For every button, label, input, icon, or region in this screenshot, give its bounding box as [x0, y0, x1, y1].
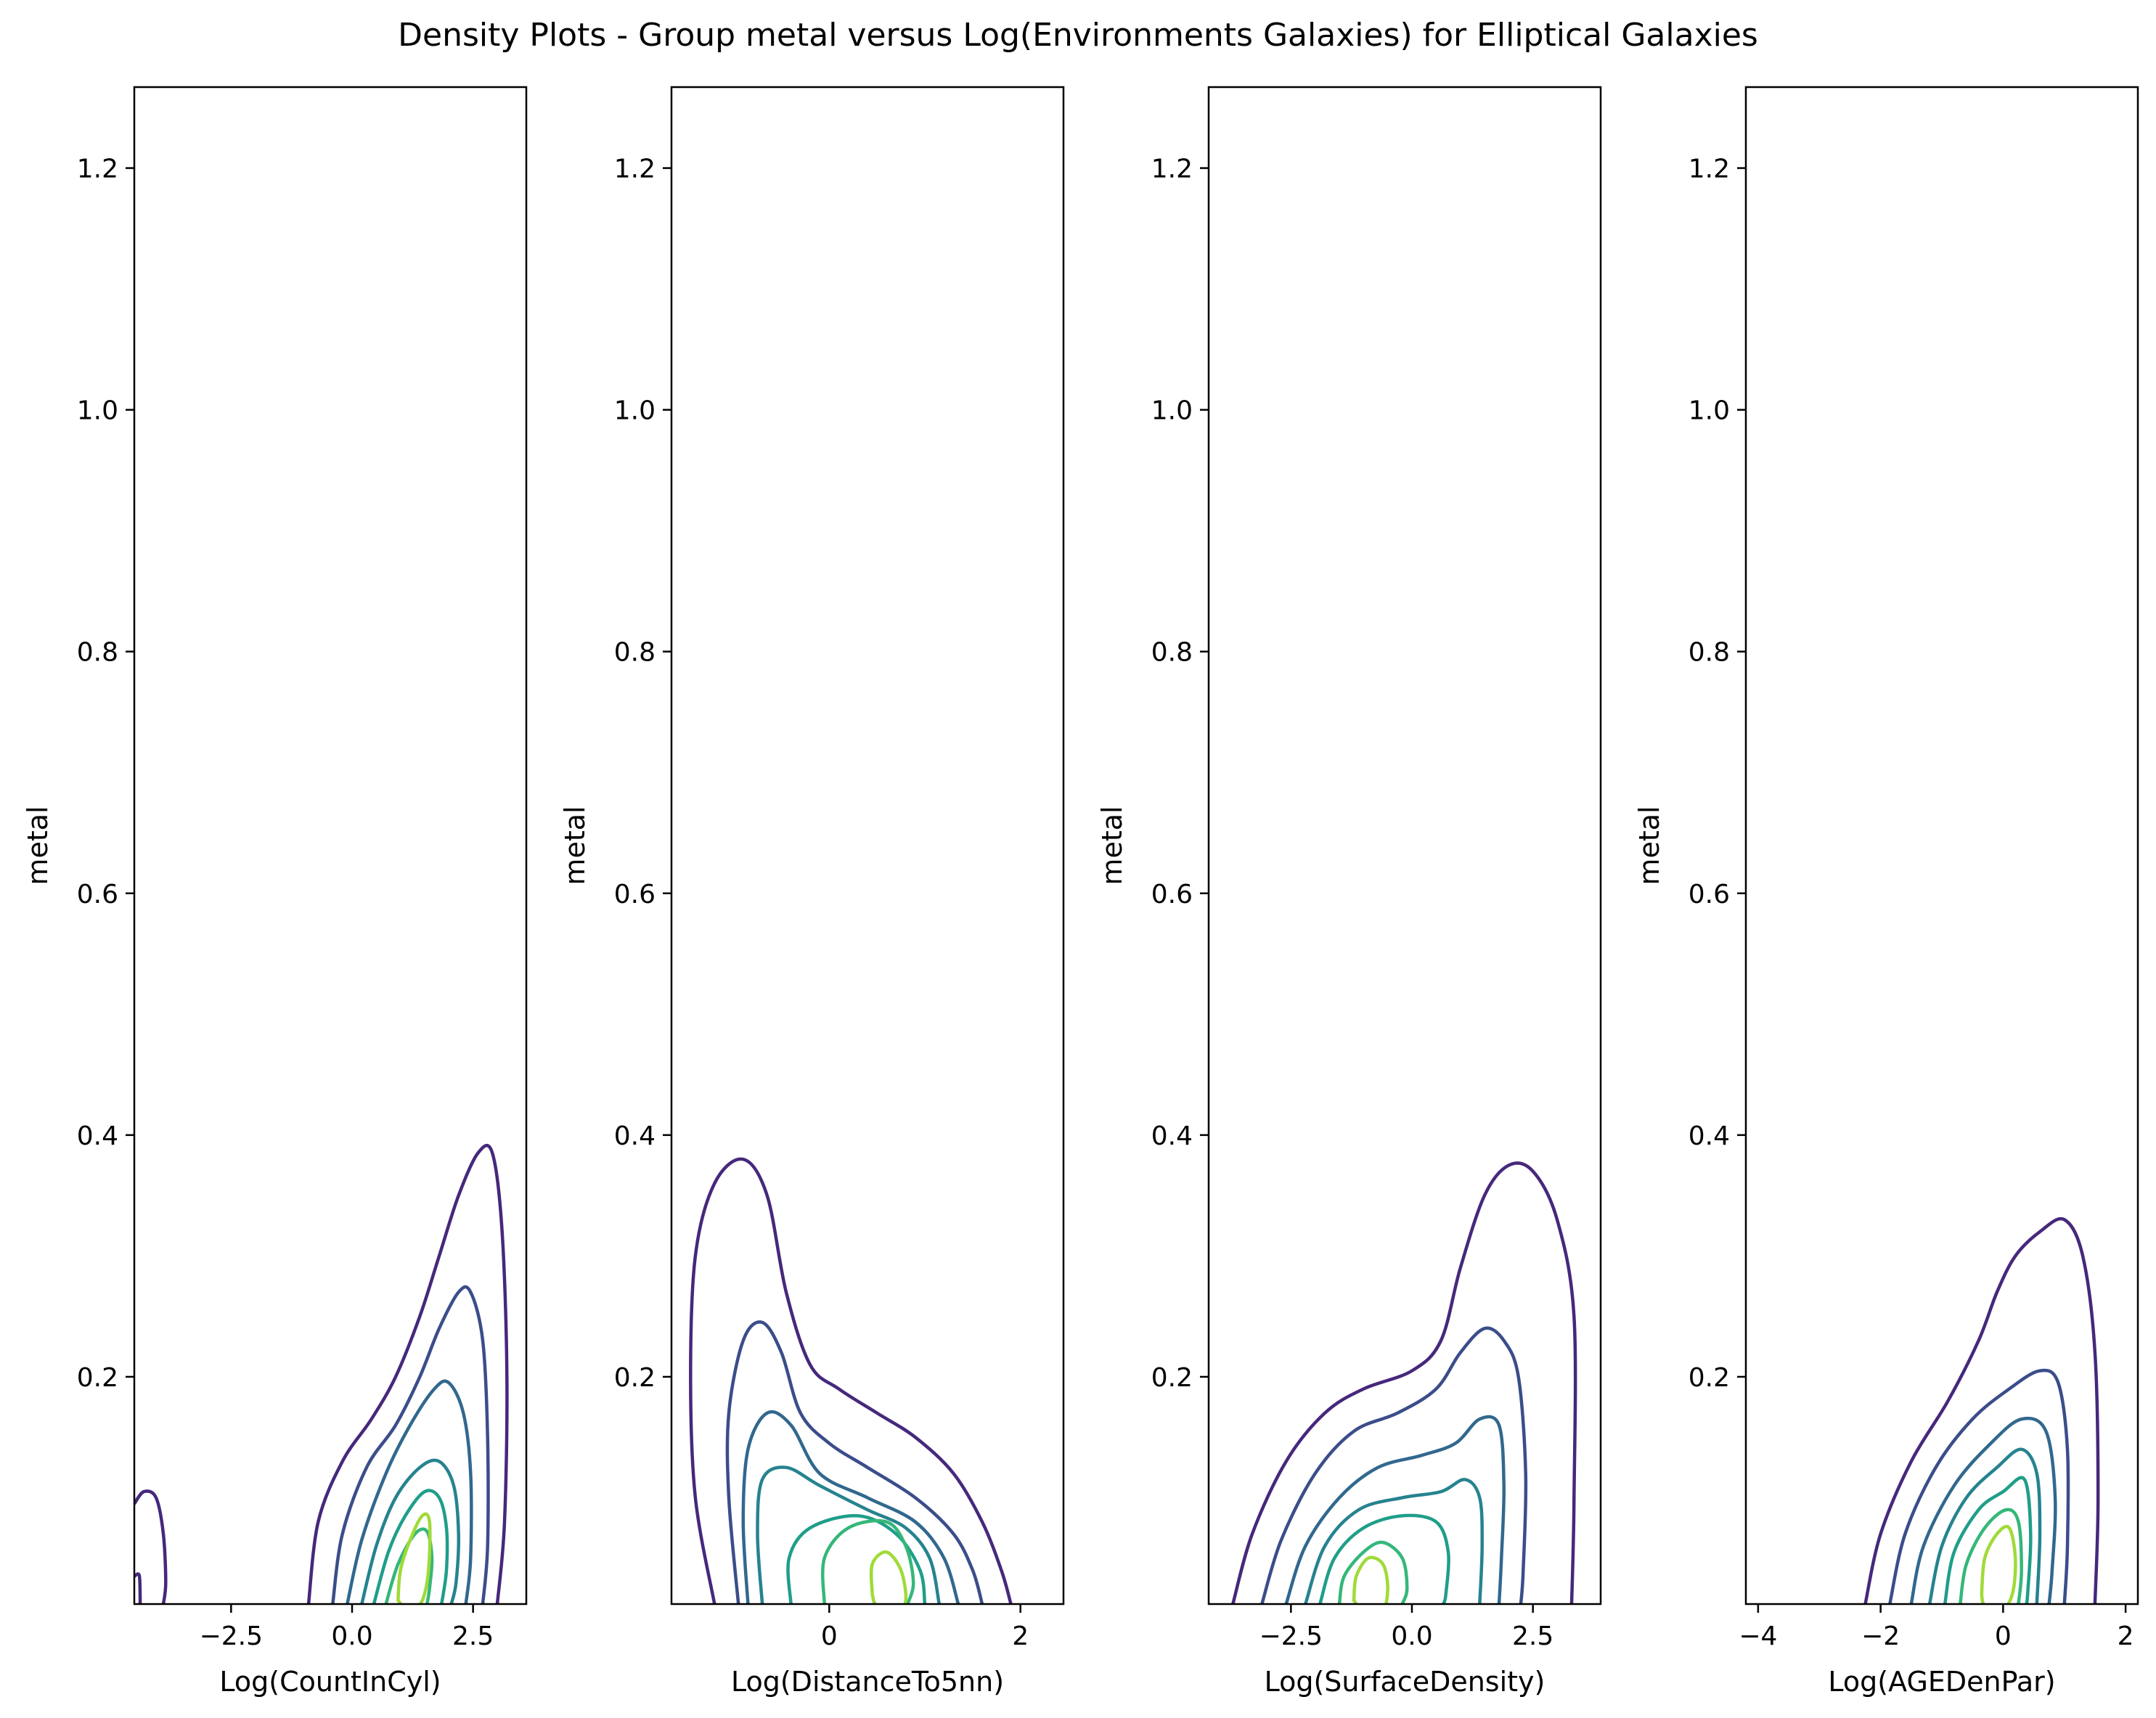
contour-line-level-1 — [1863, 1216, 2100, 1604]
contour-line-level-7 — [869, 1550, 908, 1604]
y-tick-label: 1.0 — [1151, 396, 1193, 426]
contour-line-level-1 — [134, 1572, 142, 1604]
subplot-3: 0.2 0.4 0.6 0.8 1.0 1.2 −2.5 0.0 2.5 Log(SurfaceD… — [1096, 86, 1602, 1698]
y-tick-label: 0.2 — [77, 1363, 118, 1393]
contour-group — [1231, 1161, 1577, 1604]
y-tick-label: 0.2 — [1151, 1363, 1193, 1393]
x-tick-label: −2.5 — [1259, 1621, 1323, 1651]
contour-line-level-6 — [821, 1518, 915, 1604]
y-axis-label: metal — [1633, 806, 1665, 885]
contour-line-level-1 — [306, 1144, 509, 1604]
y-tick-label: 1.2 — [1151, 155, 1193, 184]
y-tick-label: 0.6 — [77, 880, 118, 909]
contour-group — [689, 1157, 1013, 1604]
y-tick-label: 1.0 — [614, 396, 656, 426]
axes-frame — [133, 86, 528, 1605]
figure-title: Density Plots - Group metal versus Log(E… — [398, 17, 1758, 54]
axes-frame — [670, 86, 1065, 1605]
contour-line-level-3 — [346, 1379, 473, 1604]
y-tick-label: 0.8 — [1151, 638, 1193, 668]
subplot-1: 0.2 0.4 0.6 0.8 1.0 1.2 −2.5 0.0 2.5 Log(CountInC… — [22, 86, 528, 1698]
y-tick-label: 0.8 — [614, 638, 656, 668]
x-tick-label: −2 — [1861, 1621, 1900, 1651]
contour-line-level-5 — [786, 1514, 927, 1604]
subplots: 0.2 0.4 0.6 0.8 1.0 1.2 −2.5 0.0 2.5 Log(CountInC… — [22, 86, 2139, 1698]
y-tick-label: 0.4 — [614, 1121, 656, 1151]
contour-line-level-2 — [1888, 1368, 2070, 1604]
x-axis-label: Log(SurfaceDensity) — [1265, 1666, 1545, 1698]
x-tick-label: −4 — [1739, 1621, 1777, 1651]
contour-line-level-7 — [396, 1512, 432, 1604]
contour-line-level-5 — [1943, 1476, 2033, 1604]
contour-line-level-1 — [689, 1157, 1013, 1604]
y-tick-label: 0.6 — [614, 880, 656, 909]
contour-line-level-1 — [1231, 1161, 1577, 1604]
contour-line-level-4 — [756, 1465, 942, 1604]
axes-frame — [1207, 86, 1602, 1605]
y-axis-label: metal — [1096, 806, 1128, 885]
contour-line-level-2 — [331, 1285, 490, 1604]
contour-line-level-3 — [741, 1410, 960, 1604]
contour-line-level-2 — [1260, 1326, 1528, 1604]
x-tick-label: 2 — [1012, 1621, 1029, 1651]
contour-group — [1863, 1216, 2100, 1604]
y-tick-label: 0.2 — [614, 1363, 656, 1393]
y-tick-label: 0.2 — [1689, 1363, 1730, 1393]
contour-line-level-6 — [1337, 1540, 1409, 1604]
contour-line-level-2 — [725, 1320, 984, 1604]
x-axis-label: Log(AGEDenPar) — [1828, 1666, 2055, 1698]
x-tick-label: 0.0 — [1391, 1621, 1432, 1651]
y-tick-label: 0.4 — [1151, 1121, 1193, 1151]
contour-line-level-1 — [134, 1489, 168, 1604]
y-tick-label: 0.8 — [1689, 638, 1730, 668]
contour-line-level-7 — [1980, 1524, 2017, 1604]
x-tick-label: 2 — [2118, 1621, 2134, 1651]
x-axis-label: Log(CountInCyl) — [219, 1666, 441, 1698]
y-tick-label: 0.6 — [1689, 880, 1730, 909]
contour-line-level-6 — [1959, 1508, 2023, 1604]
y-tick-label: 1.2 — [614, 155, 656, 184]
y-tick-label: 0.4 — [1689, 1121, 1730, 1151]
x-tick-label: 0 — [1995, 1621, 2012, 1651]
contour-group — [134, 1144, 509, 1604]
y-tick-label: 1.2 — [77, 155, 118, 184]
x-axis-label: Log(DistanceTo5nn) — [731, 1666, 1004, 1698]
x-tick-label: 2.5 — [1512, 1621, 1553, 1651]
y-tick-label: 1.0 — [77, 396, 118, 426]
y-tick-label: 1.0 — [1689, 396, 1730, 426]
contour-line-level-4 — [1304, 1478, 1484, 1604]
contour-line-level-4 — [360, 1458, 461, 1604]
subplot-4: 0.2 0.4 0.6 0.8 1.0 1.2 −4 −2 0 2 Log(AGEDenPar) me… — [1633, 86, 2139, 1698]
contour-line-level-5 — [1318, 1513, 1450, 1604]
contour-line-level-6 — [384, 1527, 434, 1604]
contour-line-level-5 — [372, 1489, 449, 1604]
contour-line-level-7 — [1352, 1555, 1389, 1604]
contour-line-level-4 — [1927, 1447, 2042, 1604]
x-tick-label: 2.5 — [452, 1621, 494, 1651]
contour-line-level-3 — [1284, 1415, 1506, 1604]
contour-line-level-3 — [1909, 1416, 2057, 1604]
y-tick-label: 0.8 — [77, 638, 118, 668]
x-tick-label: 0 — [821, 1621, 838, 1651]
axes-frame — [1744, 86, 2139, 1605]
y-tick-label: 0.6 — [1151, 880, 1193, 909]
x-tick-label: −2.5 — [200, 1621, 263, 1651]
y-axis-label: metal — [22, 806, 54, 885]
subplot-2: 0.2 0.4 0.6 0.8 1.0 1.2 0 2 Log(DistanceTo5nn) me… — [559, 86, 1065, 1698]
y-tick-label: 1.2 — [1689, 155, 1730, 184]
y-tick-label: 0.4 — [77, 1121, 118, 1151]
x-tick-label: 0.0 — [331, 1621, 372, 1651]
y-axis-label: metal — [559, 806, 591, 885]
